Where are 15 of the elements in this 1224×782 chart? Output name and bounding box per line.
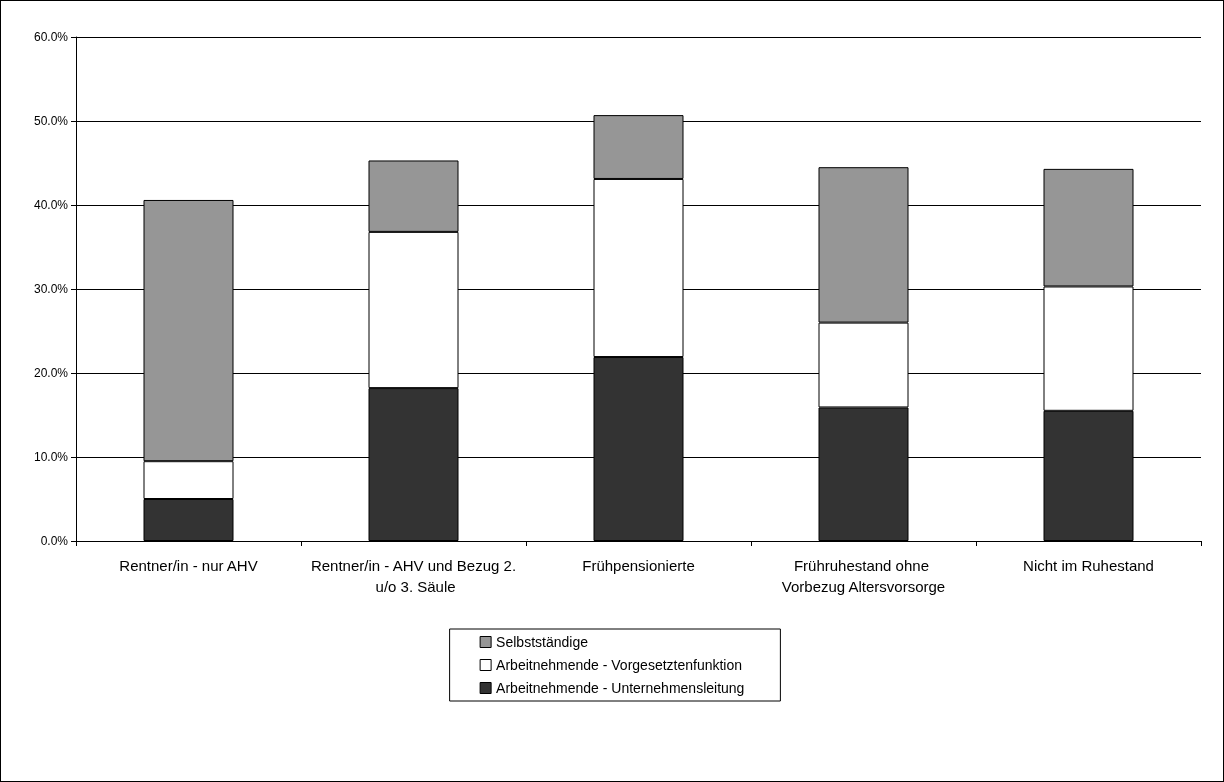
y-tick-label: 20.0% bbox=[33, 366, 69, 380]
x-tick-label: Rentner/in - nur AHV bbox=[119, 557, 258, 574]
legend-label: Arbeitnehmende - Unternehmensleitung bbox=[496, 680, 745, 696]
y-tick-label: 40.0% bbox=[33, 198, 69, 212]
legend-label: Arbeitnehmende - Vorgesetztenfunktion bbox=[496, 657, 743, 673]
x-tick-label: Nicht im Ruhestand bbox=[1023, 557, 1154, 574]
x-tick-label: Frühpensionierte bbox=[582, 557, 695, 574]
y-tick-label: 0.0% bbox=[40, 534, 69, 548]
y-tick-label: 50.0% bbox=[33, 114, 69, 128]
x-tick-label: Rentner/in - AHV und Bezug 2. u/o 3. Säule bbox=[310, 557, 517, 595]
x-tick-label: Frühruhestand ohne Vorbezug Altersvorsorge bbox=[781, 557, 946, 595]
legend-label: Selbstständige bbox=[496, 634, 589, 650]
y-tick-label: 10.0% bbox=[33, 450, 69, 464]
y-tick-label: 60.0% bbox=[33, 30, 69, 44]
y-tick-label: 30.0% bbox=[33, 282, 69, 296]
